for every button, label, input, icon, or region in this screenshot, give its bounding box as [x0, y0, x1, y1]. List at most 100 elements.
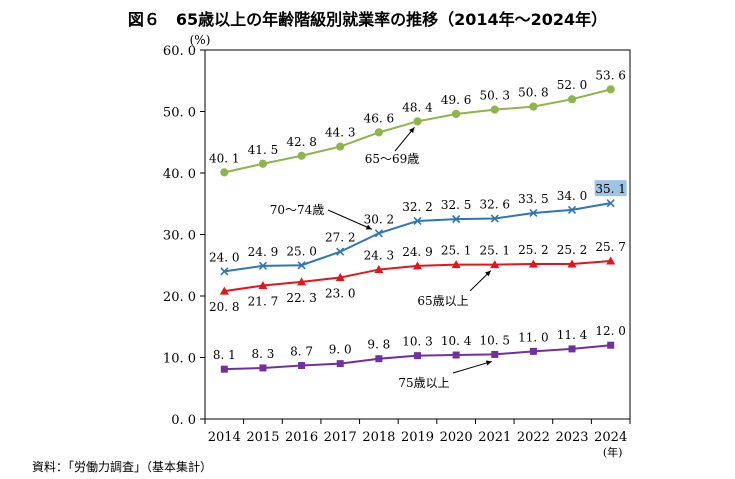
x-tick-label: 2020	[440, 430, 473, 445]
data-point	[606, 199, 615, 208]
data-label: 52. 0	[557, 78, 588, 92]
y-tick-label: 0. 0	[171, 413, 196, 428]
data-point	[529, 102, 538, 111]
data-label: 20. 8	[209, 300, 240, 314]
data-label: 40. 1	[209, 151, 240, 165]
x-tick-label: 2023	[555, 430, 588, 445]
y-tick-label: 40. 0	[163, 167, 196, 182]
source-note: 資料：「労働力調査」（基本集計）	[32, 460, 213, 474]
data-label: 25. 1	[479, 244, 510, 258]
data-label: 21. 7	[248, 295, 279, 309]
data-point	[413, 261, 422, 270]
y-unit-label: (%)	[190, 33, 211, 47]
data-point	[220, 365, 228, 373]
x-unit-label: (年)	[603, 445, 623, 459]
data-point	[528, 259, 538, 268]
data-point	[297, 151, 306, 160]
data-label: 27. 2	[325, 231, 356, 245]
x-tick-label: 2022	[517, 430, 550, 445]
data-point	[297, 261, 306, 270]
data-point	[567, 205, 577, 214]
data-point	[414, 352, 421, 360]
x-tick-label: 2015	[246, 430, 279, 445]
data-point	[606, 256, 616, 265]
data-point	[451, 260, 461, 269]
data-label: 10. 5	[479, 333, 510, 347]
data-label: 24. 3	[364, 249, 395, 263]
data-point	[452, 109, 461, 119]
x-tick-label: 2018	[362, 430, 395, 445]
data-label: 8. 3	[252, 347, 275, 361]
data-label: 25. 2	[557, 243, 588, 257]
data-point	[374, 265, 384, 274]
data-label: 53. 6	[595, 68, 626, 82]
callout-65-plus: 65歳以上	[417, 294, 468, 308]
data-label: 35. 1	[595, 182, 626, 196]
data-label: 24. 0	[209, 250, 240, 264]
data-label: 25. 1	[441, 244, 472, 258]
data-point	[452, 351, 460, 359]
data-point	[335, 273, 345, 282]
data-point	[259, 364, 267, 372]
data-point	[606, 85, 615, 94]
data-point	[490, 260, 500, 269]
data-label: 25. 7	[595, 240, 626, 254]
data-point	[567, 259, 577, 268]
x-tick-label: 2014	[208, 430, 241, 445]
data-label: 9. 8	[367, 338, 390, 352]
series-x: 24. 0 24. 9 25. 0 27. 2 30. 2 32. 2 32. 5 32. 6…	[209, 180, 627, 276]
data-label: 25. 0	[286, 244, 317, 258]
data-label: 32. 2	[402, 200, 433, 214]
series-circle: 40. 1 41. 5 42. 8 44. 3 46. 6 48. 4 49. 6 50. 3…	[209, 68, 626, 177]
callout-70-74: 70～74歳	[270, 203, 325, 217]
data-label: 50. 8	[518, 86, 549, 100]
data-label: 33. 5	[518, 192, 549, 206]
data-point	[298, 361, 306, 369]
data-point	[491, 350, 499, 358]
data-label: 32. 6	[479, 198, 510, 212]
data-label: 22. 3	[286, 291, 317, 305]
data-point	[413, 216, 422, 226]
annotations: 65～69歳 70～74歳 65歳以上 75歳以上	[270, 127, 492, 390]
callout-arrow-head	[485, 360, 492, 366]
axes: 0. 0 10. 0 20. 0 30. 0 40. 0 50. 0 60. 0(%) 201…	[163, 33, 631, 459]
data-label: 42. 8	[286, 135, 317, 149]
data-label: 11. 4	[557, 328, 588, 342]
data-label-highlight	[594, 180, 627, 197]
data-point	[490, 214, 499, 223]
data-point	[567, 95, 577, 104]
data-label: 41. 5	[248, 143, 279, 157]
data-label: 49. 6	[441, 93, 472, 107]
data-label: 8. 7	[290, 344, 313, 358]
y-tick-label: 10. 0	[163, 352, 196, 367]
data-label: 30. 2	[364, 212, 395, 226]
series-square: 8. 1 8. 3 8. 7 9. 0 9. 8 10. 3 10. 4 10. 5 11. 0…	[213, 324, 626, 373]
data-point	[490, 105, 499, 114]
callout-arrow-head	[485, 270, 491, 277]
data-label: 24. 9	[402, 245, 433, 259]
chart-title: 図６ 65歳以上の年齢階級別就業率の推移（2014年～2024年）	[127, 10, 608, 29]
data-point	[336, 142, 345, 151]
data-point	[375, 355, 383, 363]
data-point	[297, 277, 307, 286]
data-label: 46. 6	[364, 111, 395, 125]
data-label: 32. 5	[441, 198, 472, 212]
data-point	[374, 128, 383, 137]
data-label: 11. 0	[518, 330, 549, 344]
callout-arrow-line	[452, 360, 492, 374]
data-point	[258, 261, 268, 270]
callout-arrow-head	[365, 224, 372, 230]
data-label: 9. 0	[329, 343, 352, 357]
callout-arrow-line	[327, 209, 373, 230]
data-point	[258, 159, 268, 168]
data-point	[336, 360, 344, 368]
data-label: 34. 0	[557, 189, 588, 203]
callout-75-plus: 75歳以上	[398, 376, 449, 390]
data-point	[374, 229, 383, 238]
x-tick-label: 2017	[324, 430, 357, 445]
data-point	[413, 117, 422, 126]
data-point	[529, 347, 537, 355]
y-tick-label: 30. 0	[163, 229, 196, 244]
x-tick-label: 2024	[594, 430, 627, 445]
data-point	[529, 208, 538, 218]
